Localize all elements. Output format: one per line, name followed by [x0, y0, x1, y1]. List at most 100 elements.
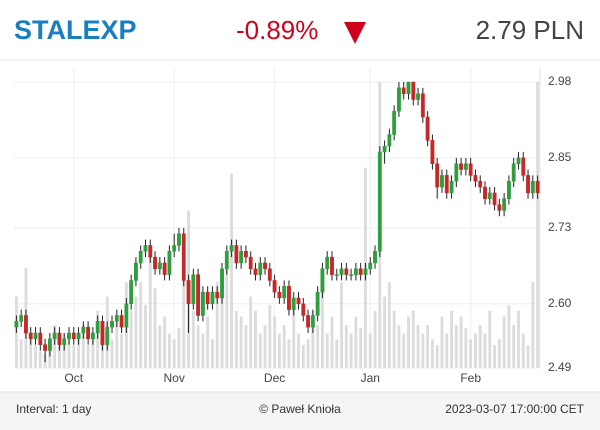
change: -0.89% [236, 15, 318, 45]
candle-body [306, 315, 311, 328]
volume-bar [430, 339, 434, 368]
candle-body [463, 163, 468, 170]
volume-bar [426, 325, 430, 368]
candle-body [516, 157, 521, 164]
volume-bar [57, 345, 61, 368]
volume-bar [531, 282, 535, 368]
candle-body [440, 175, 444, 188]
candle-body [24, 315, 28, 334]
volume-bar [206, 316, 210, 368]
candle-body [320, 268, 325, 293]
volume-bar [19, 339, 23, 368]
volume-bar [340, 282, 343, 368]
candle-body [315, 291, 320, 316]
volume-bar [435, 345, 439, 368]
candle-body [138, 251, 143, 264]
author: © Paweł Knioła [259, 402, 341, 416]
volume-bar [177, 327, 181, 368]
candle-body [43, 344, 48, 351]
volume-bar [120, 333, 124, 368]
candle-body [334, 274, 339, 276]
candle-body [162, 262, 167, 275]
candle-body [181, 233, 186, 281]
volume-bar [359, 327, 363, 368]
volume-bar [249, 296, 253, 368]
volume-bar [316, 325, 320, 368]
candle-body [272, 280, 277, 293]
volume-bar [536, 82, 540, 368]
candle-body [478, 180, 483, 188]
x-tick-label: Feb [460, 371, 481, 385]
candle-body [234, 245, 239, 264]
candle-body [473, 175, 478, 182]
volume-bar [320, 267, 324, 368]
candle-body [530, 180, 535, 194]
volume-bar [115, 316, 119, 368]
volume-bar [129, 310, 133, 368]
volume-bar [72, 345, 76, 368]
volume-bar [526, 345, 530, 368]
candle-body [521, 157, 526, 176]
x-tick-label: Dec [264, 371, 285, 385]
volume-bar [234, 310, 238, 368]
candle-body [392, 110, 397, 135]
volume-bar [96, 310, 100, 368]
volume-bar [421, 333, 425, 368]
candle-body [435, 163, 440, 188]
candle-body [363, 268, 368, 275]
volume-bar [373, 310, 377, 368]
volume-bar [277, 333, 281, 368]
candle-body [205, 291, 210, 305]
candle-body [353, 268, 358, 275]
y-tick-label: 2.98 [548, 74, 572, 88]
candle-body [368, 262, 373, 270]
candle-body [296, 297, 301, 305]
volume-bar [297, 333, 300, 368]
volume-bar [38, 350, 42, 368]
candle-body [497, 204, 502, 211]
volume-bar [483, 333, 487, 368]
y-tick-label: 2.85 [548, 150, 572, 164]
candle-body [468, 163, 473, 176]
x-tick-label: Jan [361, 371, 380, 385]
volume-bar [344, 325, 348, 368]
volume-bar [474, 333, 477, 368]
volume-bar [220, 282, 224, 368]
candle-body [90, 332, 95, 340]
y-tick-label: 2.60 [548, 296, 572, 310]
candle-body [344, 268, 349, 275]
candle-body [526, 175, 530, 194]
volume-bar [445, 333, 449, 368]
volume-bar [502, 316, 506, 368]
volume-bar [67, 339, 71, 368]
candle-body [177, 233, 181, 246]
candle-body [196, 274, 201, 316]
candle-body [339, 268, 344, 275]
candle-body [287, 286, 291, 310]
candle-body [224, 251, 229, 270]
volume-bar [230, 173, 234, 368]
candle-body [191, 274, 196, 305]
volume-bar [450, 310, 453, 368]
candle-body [487, 192, 492, 199]
candle-body [325, 256, 330, 270]
candle-body [243, 251, 248, 258]
candle-body [282, 286, 287, 299]
candle-body [19, 315, 24, 322]
candle-body [33, 332, 38, 340]
candle-body [483, 186, 487, 199]
ticker: STALEXP [14, 15, 137, 45]
candle-body [310, 315, 315, 328]
candle-body [210, 291, 215, 305]
volume-bar [134, 296, 138, 368]
candle-body [349, 274, 354, 276]
volume-bar [301, 345, 305, 368]
y-tick-label: 2.73 [548, 220, 572, 234]
candle-body [14, 321, 19, 328]
candle-body [411, 81, 416, 100]
volume-bar [397, 325, 401, 368]
candle-body [454, 163, 459, 182]
candle-body [406, 81, 411, 94]
candle-body [114, 315, 119, 322]
